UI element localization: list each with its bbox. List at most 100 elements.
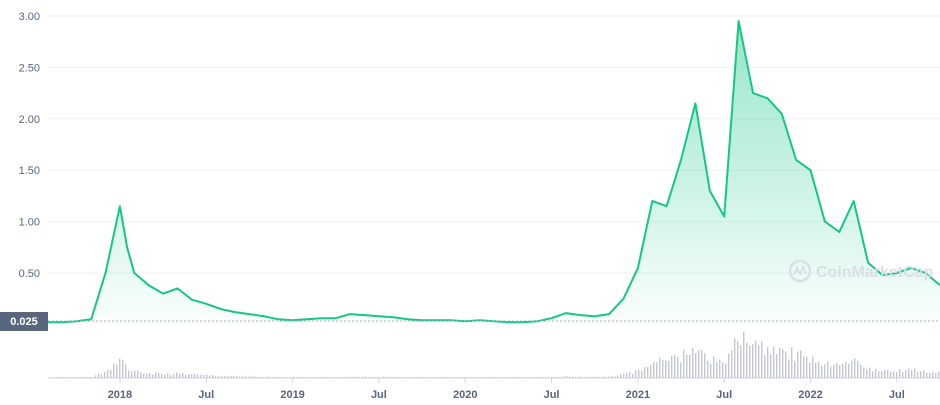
volume-bar: [524, 377, 526, 378]
volume-bar: [611, 375, 613, 378]
volume-bar: [89, 377, 91, 378]
volume-bar: [167, 373, 169, 378]
volume-bar: [218, 376, 220, 378]
volume-bar: [452, 377, 454, 378]
volume-bar: [446, 377, 448, 378]
volume-bar: [527, 377, 529, 378]
x-tick-label: Jul: [716, 389, 732, 401]
watermark-text: CoinMarketCap: [816, 264, 934, 281]
volume-bar: [443, 377, 445, 378]
volume-bar: [638, 369, 640, 378]
y-tick-label: 3.00: [19, 11, 40, 23]
volume-bar: [737, 340, 739, 378]
volume-bar: [260, 376, 262, 378]
volume-bar: [677, 356, 679, 378]
volume-bar: [113, 363, 115, 378]
volume-bar: [797, 351, 799, 378]
volume-bar: [140, 372, 142, 378]
volume-bar: [626, 372, 628, 378]
volume-bar: [875, 368, 877, 378]
volume-bar: [863, 367, 865, 378]
volume-bar: [869, 367, 871, 378]
volume-bar: [554, 377, 556, 378]
volume-bar: [620, 374, 622, 378]
volume-bar: [455, 377, 457, 378]
volume-bar: [692, 347, 694, 378]
volume-bar: [623, 373, 625, 378]
volume-bar: [767, 347, 769, 378]
volume-bar: [779, 347, 781, 378]
volume-bar: [743, 331, 745, 378]
volume-bar: [212, 375, 214, 378]
volume-bar: [335, 377, 337, 378]
volume-bar: [200, 374, 202, 378]
volume-bar: [884, 369, 886, 378]
volume-bar: [305, 377, 307, 378]
volume-bar: [413, 377, 415, 378]
volume-bar: [563, 376, 565, 378]
volume-bar: [53, 377, 55, 378]
volume-bar: [902, 372, 904, 378]
volume-bar: [794, 360, 796, 378]
volume-bar: [734, 338, 736, 378]
volume-bar: [185, 374, 187, 378]
volume-bar: [698, 350, 700, 378]
volume-bar: [686, 354, 688, 378]
volume-bar: [773, 346, 775, 378]
volume-bar: [314, 377, 316, 378]
volume-bar: [776, 353, 778, 378]
volume-bar: [785, 351, 787, 378]
volume-bar: [74, 377, 76, 378]
volume-bar: [935, 372, 937, 378]
y-tick-label: 2.00: [19, 114, 40, 126]
volume-bar: [860, 364, 862, 378]
volume-bar: [782, 349, 784, 378]
volume-bar: [80, 377, 82, 378]
volume-bar: [251, 376, 253, 378]
volume-bar: [800, 350, 802, 378]
volume-bar: [296, 377, 298, 378]
volume-bar: [662, 359, 664, 378]
volume-bar: [401, 377, 403, 378]
volume-bar: [521, 377, 523, 378]
volume-bar: [101, 374, 103, 378]
volume-bar: [323, 377, 325, 378]
volume-bar: [545, 377, 547, 378]
volume-bar: [248, 376, 250, 378]
grid-lines: [48, 15, 940, 379]
volume-bar: [188, 374, 190, 378]
volume-bar: [332, 377, 334, 378]
x-tick-label: 2018: [108, 389, 132, 401]
volume-bar: [95, 375, 97, 378]
baseline-label: 0.025: [10, 316, 38, 328]
volume-bar: [578, 376, 580, 378]
volume-bar: [431, 377, 433, 378]
volume-bar: [740, 345, 742, 378]
volume-bar: [827, 361, 829, 378]
volume-bar: [629, 372, 631, 378]
volume-bar: [731, 350, 733, 378]
volume-bar: [911, 370, 913, 378]
y-tick-label: 1.50: [19, 165, 40, 177]
x-axis-labels: 2018 Jul 2019 Jul 2020 Jul 2021 Jul 2022 Jul: [108, 378, 905, 401]
volume-bar: [476, 377, 478, 378]
volume-bar: [350, 376, 352, 378]
volume-bar: [98, 373, 100, 378]
volume-bar: [764, 355, 766, 378]
volume-bar: [533, 377, 535, 378]
volume-bar: [806, 356, 808, 378]
volume-bar: [710, 363, 712, 378]
volume-bar: [851, 360, 853, 378]
volume-bar: [107, 369, 109, 378]
volume-bar: [440, 377, 442, 378]
volume-bar: [695, 353, 697, 378]
volume-bar: [512, 377, 514, 378]
volume-bar: [449, 377, 451, 378]
price-series-line: [48, 20, 940, 324]
volume-bar: [122, 359, 124, 378]
volume-bar: [560, 377, 562, 378]
volume-bar: [263, 377, 265, 378]
volume-bar: [209, 375, 211, 378]
volume-bar: [749, 345, 751, 378]
volume-bar: [266, 376, 268, 378]
